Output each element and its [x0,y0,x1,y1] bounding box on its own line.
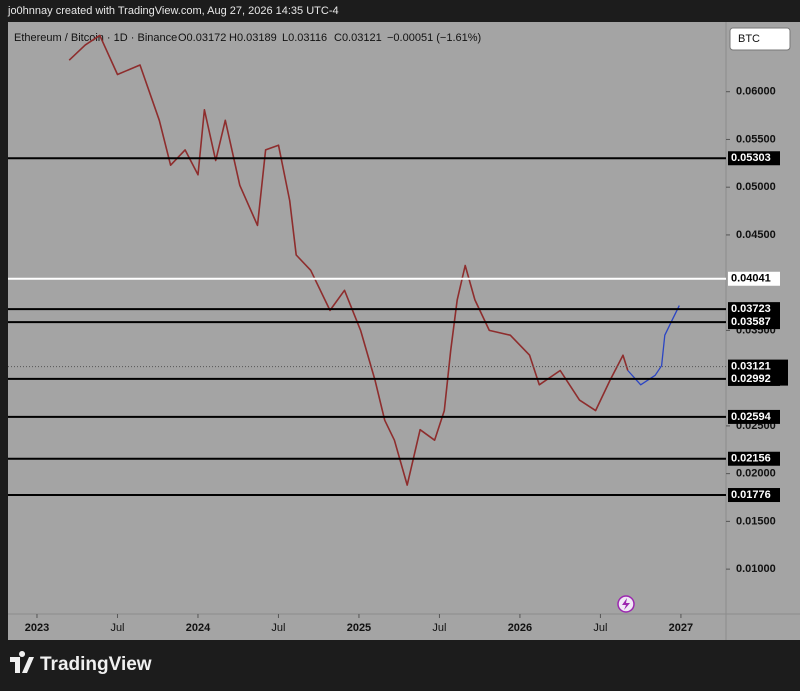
level-label: 0.03587 [731,316,771,328]
chart-panel [8,22,800,640]
y-tick-label: 0.01500 [736,515,776,527]
ohlc-value: C0.03121 [334,32,382,44]
level-label: 0.02594 [731,411,772,423]
logo-text: TradingView [40,654,152,675]
level-label: 0.04041 [731,273,771,285]
y-tick-label: 0.02000 [736,468,776,480]
level-label: 0.01776 [731,489,771,501]
x-tick-label: Jul [271,622,285,634]
level-label: 0.02156 [731,453,771,465]
event-icon-bolt [622,598,630,610]
currency-button[interactable] [729,27,791,51]
x-tick-label: 2025 [347,622,371,634]
y-tick-label: 0.05500 [736,133,776,145]
ohlc-value: O0.03172 [178,32,226,44]
ohlc-value: H0.03189 [229,32,277,44]
x-tick-label: 2023 [25,622,49,634]
level-box [728,451,780,466]
last-price-label: 0.03121 [731,361,771,373]
x-tick-label: 2024 [186,622,211,634]
level-box [728,151,780,166]
x-tick-label: Jul [593,622,607,634]
price-line [68,34,629,486]
y-tick-label: 0.01000 [736,563,776,575]
currency-label[interactable]: BTC [738,33,760,45]
x-tick-label: 2027 [669,622,693,634]
x-tick-label: Jul [110,622,124,634]
level-label: 0.05303 [731,152,771,164]
x-tick-label: Jul [432,622,446,634]
level-box [728,302,780,317]
level-box [728,488,780,503]
header: jo0hnnay created with TradingView.com, A… [7,5,339,17]
level-label: 0.02992 [731,373,771,385]
level-box [728,409,780,424]
ohlc-value: −0.00051 (−1.61%) [387,32,481,44]
level-box [728,271,780,286]
ohlc-value: L0.03116 [282,32,327,44]
level-box [728,371,780,386]
logo: TradingView [10,651,152,675]
y-tick-label: 0.04500 [736,229,776,241]
level-label: 0.03723 [731,303,771,315]
logo-icon [10,651,34,673]
y-tick-label: 0.05000 [736,181,776,193]
y-tick-label: 0.06000 [736,86,776,98]
level-box [728,315,780,330]
x-tick-label: 2026 [508,622,532,634]
